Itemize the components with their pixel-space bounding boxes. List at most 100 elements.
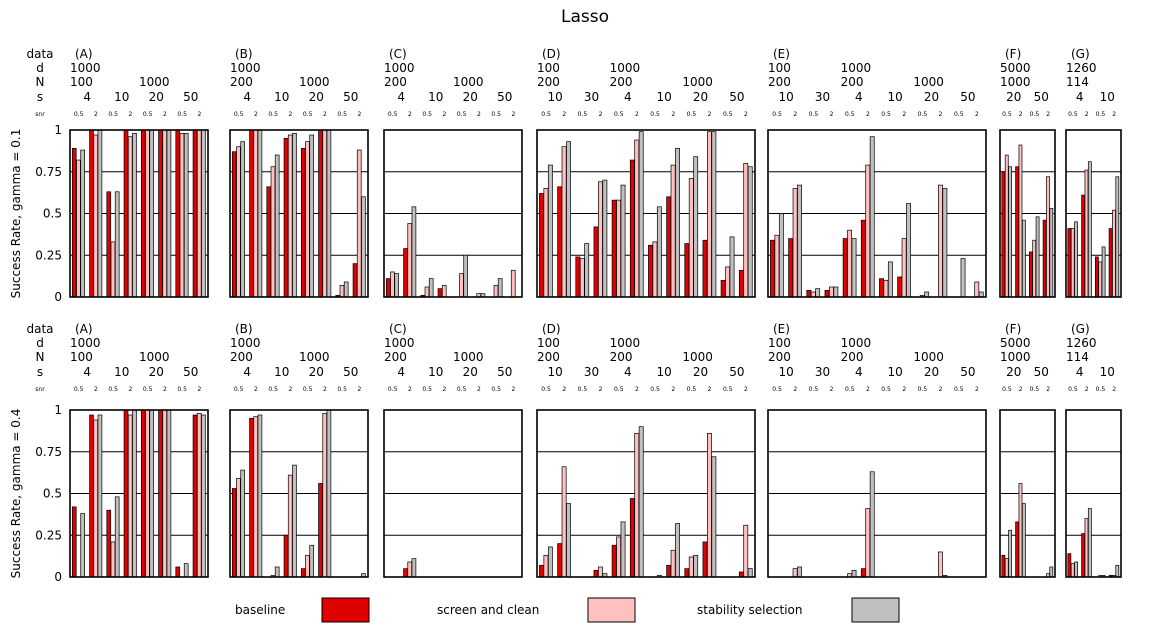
bar-baseline (318, 483, 323, 578)
snr-label: 0.5 (1030, 111, 1040, 118)
s-label: 20 (693, 90, 708, 104)
bar-screen-and-clean (424, 286, 430, 298)
bar-stability-selection (942, 188, 948, 298)
bar-stability-selection (1008, 529, 1012, 578)
bar-stability-selection (326, 409, 332, 578)
snr-label: 2 (94, 111, 98, 118)
N-label: 1000 (299, 75, 330, 89)
snr-label: 0.5 (1030, 386, 1040, 393)
bar-baseline (824, 289, 830, 298)
bar-baseline (283, 138, 289, 298)
bar-stability-selection (166, 409, 172, 578)
N-label: 114 (1066, 350, 1089, 364)
s-label: 20 (924, 90, 939, 104)
bar-screen-and-clean (670, 549, 676, 578)
snr-label: 2 (288, 386, 292, 393)
bar-screen-and-clean (743, 524, 749, 578)
bar-screen-and-clean (305, 141, 310, 298)
bar-stability-selection (851, 238, 857, 298)
d-label: 1000 (230, 61, 261, 75)
panel-frame (229, 409, 369, 578)
dataset-label: (C) (389, 47, 407, 61)
s-label: 4 (855, 90, 863, 104)
panel-frame (536, 409, 756, 578)
snr-label: 0.5 (541, 386, 551, 393)
N-label: 200 (610, 350, 633, 364)
bar-baseline (1015, 166, 1019, 298)
d-label: 1000 (70, 61, 101, 75)
y-axis-label: Success Rate, gamma = 0.1 (9, 129, 23, 299)
s-label: 4 (624, 365, 632, 379)
snr-label: 0.5 (303, 111, 313, 118)
legend-swatch-baseline (321, 597, 370, 623)
snr-label: 2 (671, 386, 675, 393)
bar-stability-selection (797, 184, 802, 298)
bar-stability-selection (343, 281, 349, 298)
bar-stability-selection (428, 278, 434, 298)
dataset-label: (F) (1005, 47, 1021, 61)
y-axis-label: Success Rate, gamma = 0.4 (9, 409, 23, 579)
bar-stability-selection (411, 558, 417, 578)
bar-stability-selection (292, 132, 297, 298)
bar-screen-and-clean (145, 129, 150, 298)
s-label: 50 (497, 90, 512, 104)
snr-label: 0.5 (337, 111, 347, 118)
s-label: 10 (548, 90, 563, 104)
snr-label: 2 (744, 111, 748, 118)
bar-screen-and-clean (407, 561, 413, 578)
bar-screen-and-clean (792, 568, 798, 578)
snr-label: 0.5 (457, 111, 467, 118)
bar-baseline (897, 276, 903, 298)
bar-screen-and-clean (510, 269, 516, 298)
snr-label: 0.5 (918, 111, 928, 118)
N-label: 1000 (139, 350, 170, 364)
y-tick-label: 0 (54, 570, 62, 584)
bar-stability-selection (132, 409, 137, 578)
s-label: 20 (1006, 365, 1021, 379)
s-label: 50 (1034, 365, 1049, 379)
bar-stability-selection (132, 132, 137, 298)
s-label: 4 (243, 90, 251, 104)
bar-screen-and-clean (865, 164, 871, 298)
d-label: 1000 (230, 336, 261, 350)
bar-stability-selection (1087, 161, 1092, 298)
snr-label: 0.5 (578, 386, 588, 393)
bar-stability-selection (1115, 564, 1120, 578)
s-label: 4 (1076, 90, 1084, 104)
row-label-d: d (36, 61, 44, 75)
bar-baseline (684, 243, 690, 298)
s-label: 20 (309, 90, 324, 104)
y-tick-label: 0.25 (35, 528, 62, 542)
s-label: 10 (548, 365, 563, 379)
row-label-s: s (37, 365, 43, 379)
bar-stability-selection (411, 206, 417, 298)
snr-label: 2 (708, 386, 712, 393)
snr-label: 2 (939, 111, 943, 118)
N-label: 200 (537, 75, 560, 89)
bar-screen-and-clean (707, 433, 712, 578)
snr-label: 0.5 (650, 386, 660, 393)
N-label: 1000 (299, 350, 330, 364)
bar-baseline (249, 418, 254, 578)
bar-stability-selection (309, 134, 314, 298)
bar-stability-selection (584, 243, 590, 298)
s-label: 4 (855, 365, 863, 379)
snr-label: 0.5 (1002, 386, 1012, 393)
snr-label: 0.5 (687, 386, 697, 393)
bar-screen-and-clean (1046, 176, 1050, 298)
snr-label: 0.5 (881, 111, 891, 118)
bar-stability-selection (1049, 566, 1054, 578)
snr-label: 0.5 (881, 386, 891, 393)
s-label: 30 (815, 90, 830, 104)
bar-screen-and-clean (1098, 261, 1103, 298)
N-label: 1000 (1000, 75, 1031, 89)
bar-baseline (89, 129, 94, 298)
N-label: 1000 (453, 350, 484, 364)
snr-label: 2 (830, 111, 834, 118)
bar-screen-and-clean (598, 181, 603, 298)
bar-stability-selection (960, 258, 966, 298)
